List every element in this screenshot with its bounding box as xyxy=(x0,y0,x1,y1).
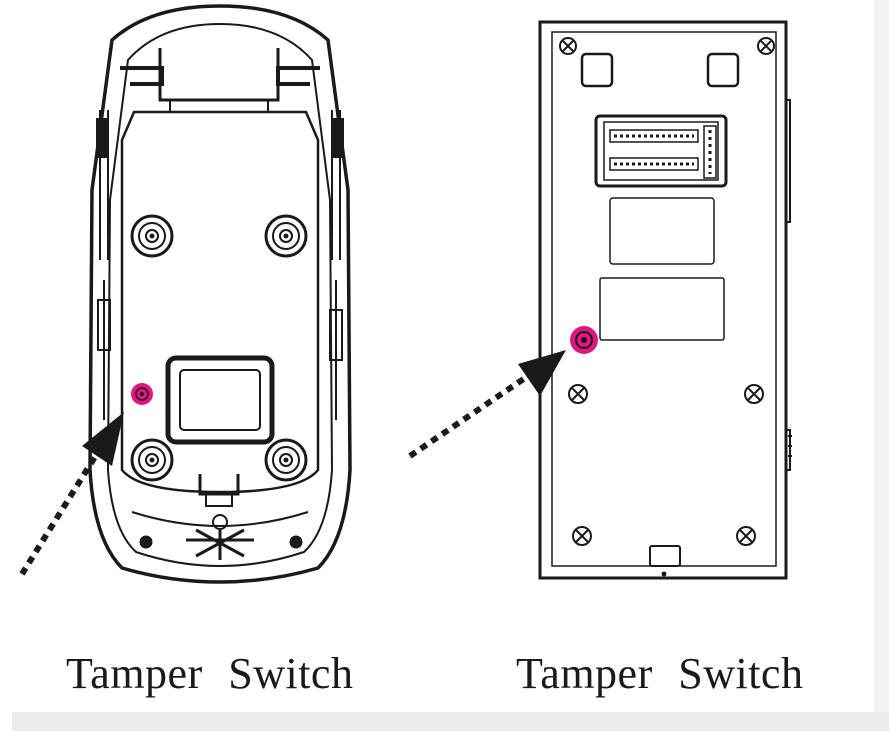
right-device xyxy=(538,20,792,580)
screw-icon xyxy=(139,535,153,549)
screw-icon xyxy=(568,384,588,404)
tamper-switch-marker-icon xyxy=(131,383,153,405)
screw-icon xyxy=(559,37,577,55)
bottom-tab xyxy=(649,545,681,567)
page-bottom-edge xyxy=(12,712,889,731)
left-device-inner-panel xyxy=(120,110,320,494)
left-device xyxy=(88,4,352,584)
left-device-hook-right xyxy=(276,66,320,86)
screw-icon xyxy=(572,526,592,546)
screw-icon xyxy=(744,384,764,404)
left-device-bolts xyxy=(130,214,308,549)
dotted-arrow-icon xyxy=(408,350,566,459)
screw-icon xyxy=(289,535,303,549)
right-device-inner-plate xyxy=(551,31,777,567)
label-area-upper xyxy=(609,197,715,265)
screw-icon xyxy=(757,37,775,55)
right-device-screws xyxy=(559,37,775,546)
right-caption: Tamper Switch xyxy=(516,649,804,698)
left-caption: Tamper Switch xyxy=(66,649,354,698)
left-device-window-inner xyxy=(179,369,261,431)
speaker-grille-icon xyxy=(186,514,254,560)
bolt-icon xyxy=(130,214,174,258)
left-device-inner-shell xyxy=(106,22,334,568)
mounting-tab-right xyxy=(706,52,740,88)
bolt-icon xyxy=(130,438,174,482)
dotted-arrow-icon xyxy=(19,412,124,576)
terminal-block-outer xyxy=(594,114,728,188)
mounting-tab-left xyxy=(580,52,614,88)
left-device-outer-shell xyxy=(88,4,352,584)
tamper-switch-marker-icon xyxy=(570,326,598,354)
bolt-icon xyxy=(264,214,308,258)
left-device-hook-left xyxy=(120,66,164,86)
bolt-icon xyxy=(264,438,308,482)
label-area-lower xyxy=(599,277,725,341)
left-device-top-clip xyxy=(158,48,280,102)
page-edge xyxy=(874,0,889,731)
right-device-outer-plate xyxy=(538,20,788,580)
left-device-window-outer xyxy=(165,355,275,445)
screw-icon xyxy=(736,526,756,546)
terminal-block-inner xyxy=(603,121,719,181)
